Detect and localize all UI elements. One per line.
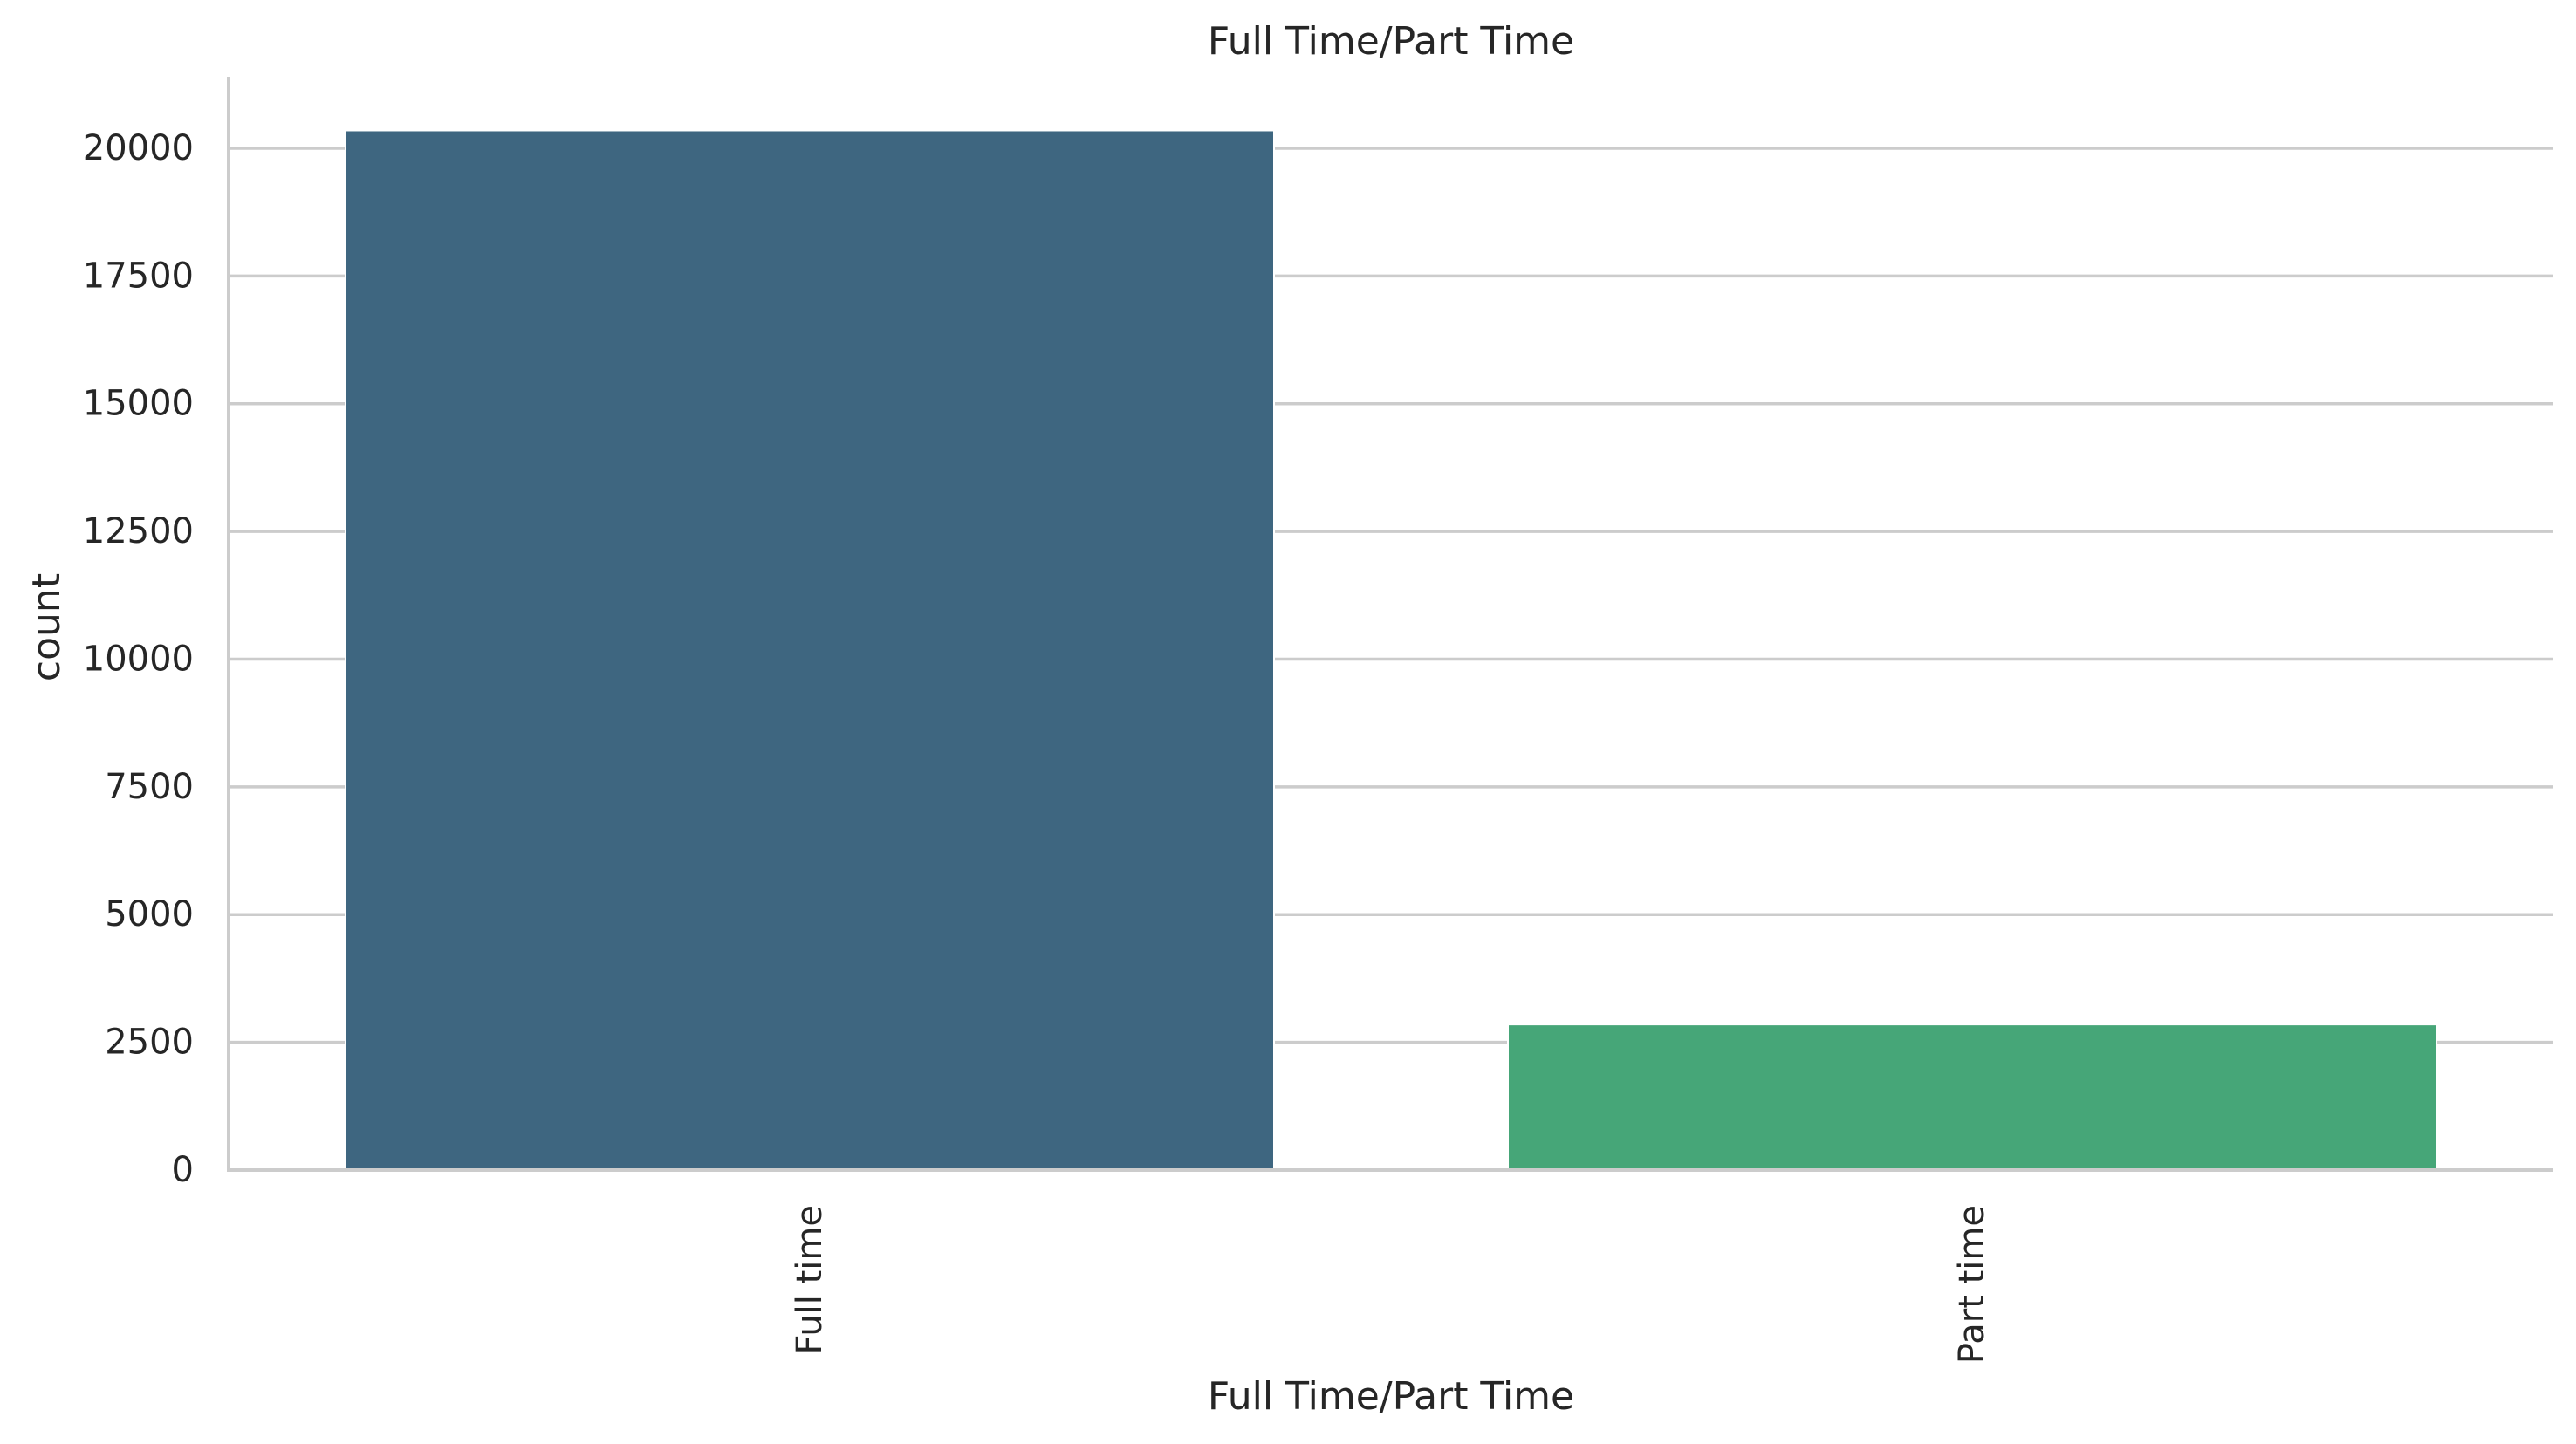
y-tick-label: 17500 (83, 256, 194, 296)
y-tick-label: 0 (172, 1150, 194, 1190)
y-tick-label: 15000 (83, 384, 194, 424)
y-tick-label: 10000 (83, 639, 194, 679)
axes-layer (227, 77, 2553, 1172)
x-tick-label: Part time (1952, 1205, 1992, 1364)
bars-layer (345, 129, 2437, 1172)
bar-full-time (345, 129, 1275, 1171)
y-axis-title: count (24, 573, 69, 681)
chart-title: Full Time/Part Time (1208, 19, 1574, 64)
y-tick-labels: 0 2500 5000 7500 10000 12500 15000 17500 20000 (83, 128, 194, 1190)
y-tick-label: 5000 (105, 894, 194, 934)
x-tick-labels: Full time Part time (790, 1205, 1992, 1364)
bar-part-time (1507, 1023, 2437, 1172)
y-tick-label: 12500 (83, 511, 194, 551)
y-tick-label: 20000 (83, 128, 194, 168)
y-tick-label: 2500 (105, 1023, 194, 1063)
y-tick-label: 7500 (105, 767, 194, 807)
x-axis-title: Full Time/Part Time (1208, 1374, 1574, 1419)
x-tick-label: Full time (790, 1205, 830, 1354)
